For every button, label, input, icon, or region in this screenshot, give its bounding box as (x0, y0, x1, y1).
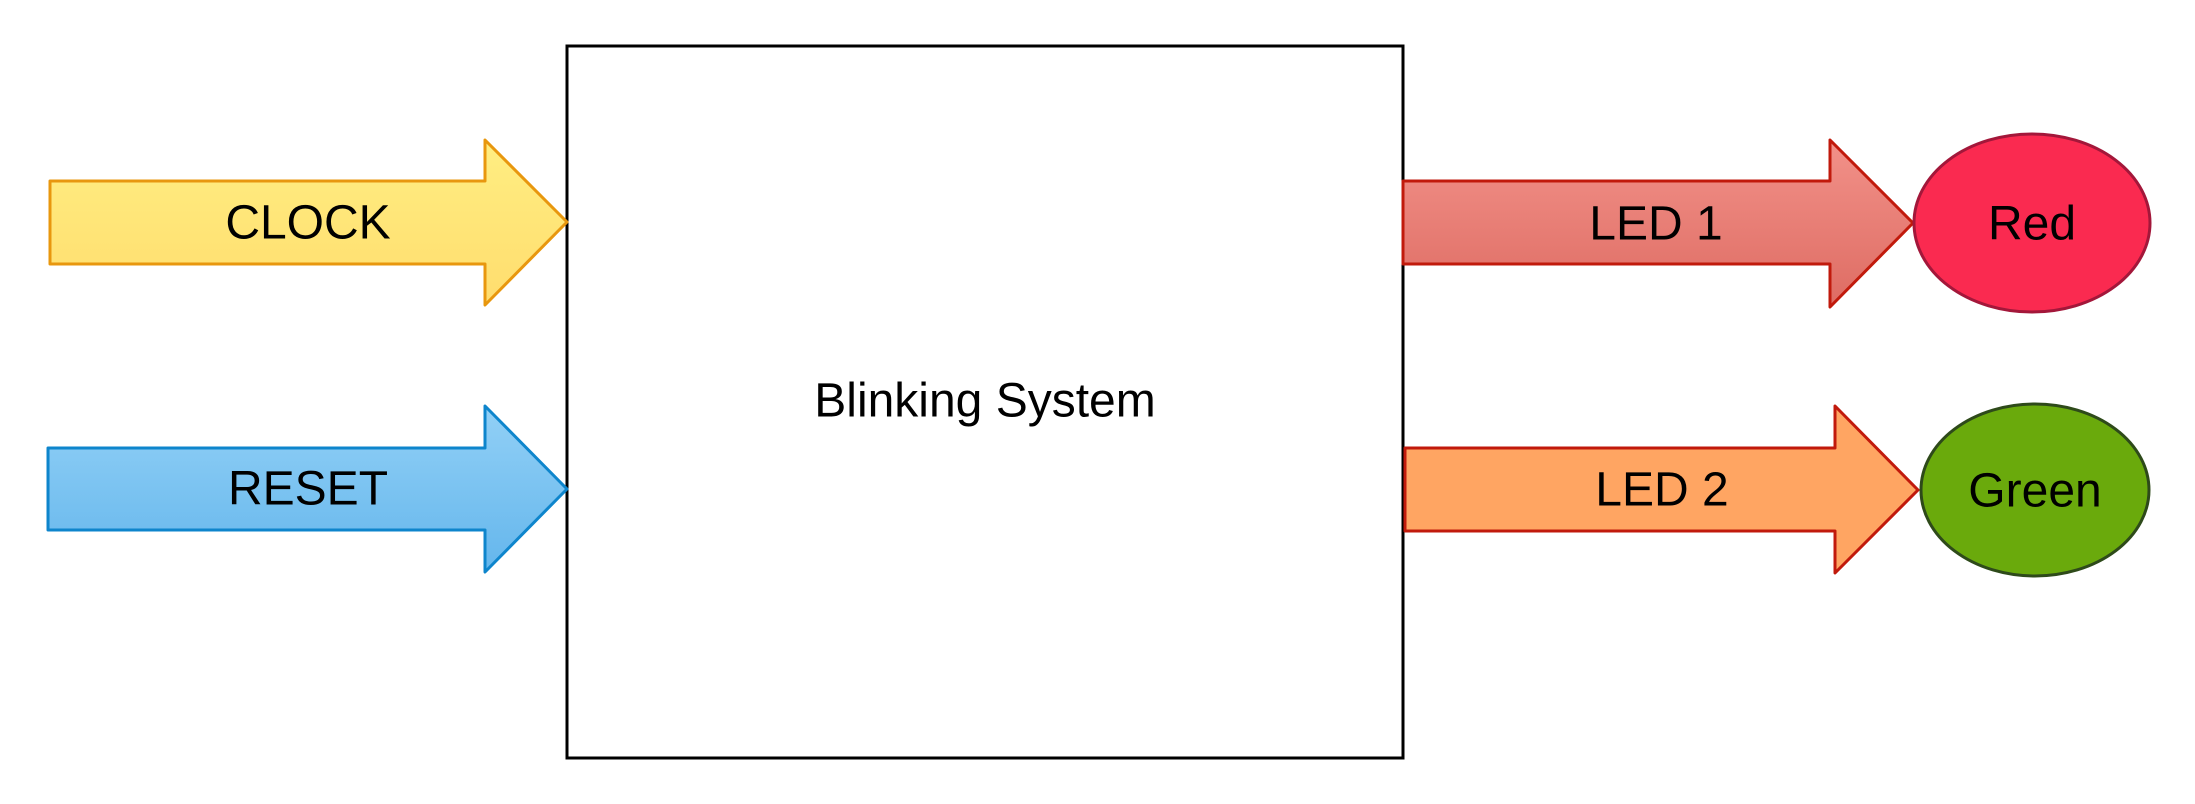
clock-label: CLOCK (225, 197, 390, 250)
reset-input-arrow: RESET (48, 406, 567, 572)
red-indicator: Red (1914, 134, 2150, 312)
blinking-system-block: Blinking System (567, 46, 1403, 758)
green-indicator-label: Green (1968, 465, 2101, 518)
system-label: Blinking System (814, 375, 1155, 428)
led2-label: LED 2 (1595, 464, 1728, 517)
red-indicator-label: Red (1988, 198, 2076, 251)
green-indicator: Green (1921, 404, 2149, 576)
led1-output-arrow: LED 1 (1403, 140, 1913, 307)
reset-label: RESET (228, 463, 388, 516)
led1-label: LED 1 (1589, 198, 1722, 251)
clock-input-arrow: CLOCK (50, 140, 567, 305)
led2-output-arrow: LED 2 (1405, 406, 1918, 573)
